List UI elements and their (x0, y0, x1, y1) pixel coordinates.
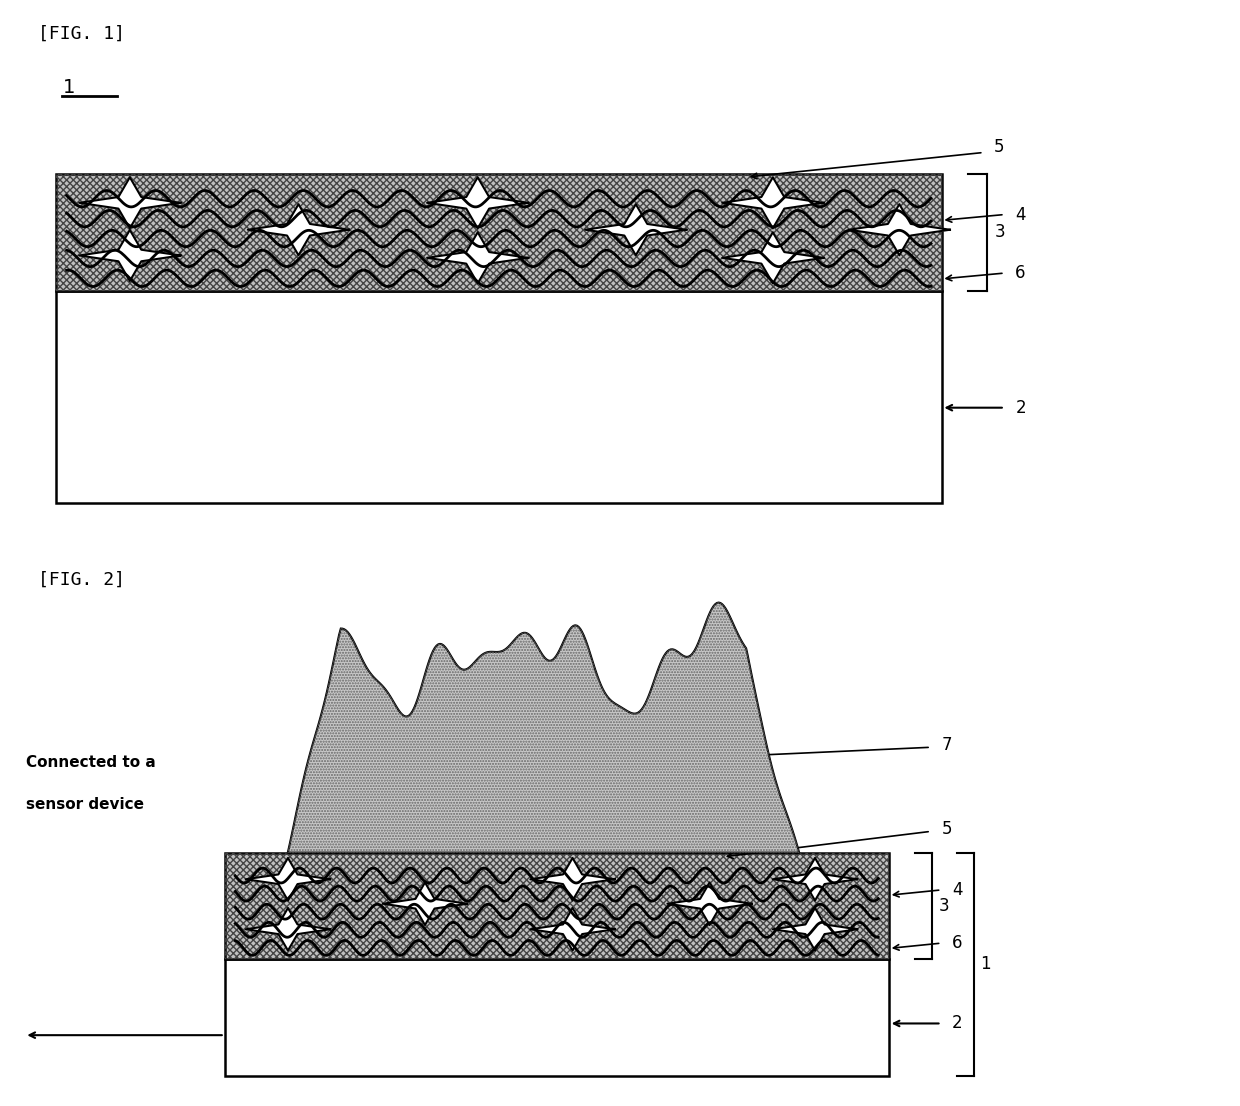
Polygon shape (288, 603, 799, 853)
Text: 7: 7 (941, 735, 952, 753)
Bar (56, 174, 941, 291)
Text: 1: 1 (981, 956, 991, 973)
Polygon shape (667, 883, 751, 925)
Text: 4: 4 (1016, 206, 1025, 223)
Text: [FIG. 2]: [FIG. 2] (38, 571, 125, 588)
Text: 3: 3 (939, 897, 949, 915)
Bar (224, 853, 889, 959)
Polygon shape (79, 230, 181, 281)
Text: 5: 5 (994, 138, 1004, 156)
Polygon shape (773, 858, 857, 900)
Polygon shape (246, 858, 330, 900)
Text: 4: 4 (952, 880, 962, 899)
Text: [FIG. 1]: [FIG. 1] (38, 24, 125, 42)
Text: sensor device: sensor device (26, 797, 144, 812)
Text: Connected to a: Connected to a (26, 754, 156, 770)
Bar (224, 959, 889, 1076)
Polygon shape (585, 205, 687, 255)
Bar (224, 853, 889, 959)
Text: 3: 3 (994, 223, 1004, 241)
Text: 5: 5 (941, 820, 952, 837)
Polygon shape (427, 177, 528, 228)
Text: 6: 6 (952, 935, 962, 952)
Polygon shape (722, 232, 823, 283)
Text: 2: 2 (952, 1014, 962, 1033)
Bar (56, 174, 941, 291)
Polygon shape (427, 232, 528, 283)
Text: 6: 6 (1016, 264, 1025, 282)
Polygon shape (246, 908, 330, 950)
Text: 1: 1 (62, 77, 74, 96)
Bar (56, 291, 941, 503)
Polygon shape (722, 177, 823, 228)
Polygon shape (531, 908, 615, 950)
Polygon shape (531, 858, 615, 900)
Polygon shape (773, 908, 857, 950)
Polygon shape (79, 177, 181, 228)
Text: 2: 2 (1016, 398, 1025, 417)
Polygon shape (848, 205, 950, 255)
Polygon shape (248, 205, 350, 255)
Polygon shape (383, 883, 467, 925)
